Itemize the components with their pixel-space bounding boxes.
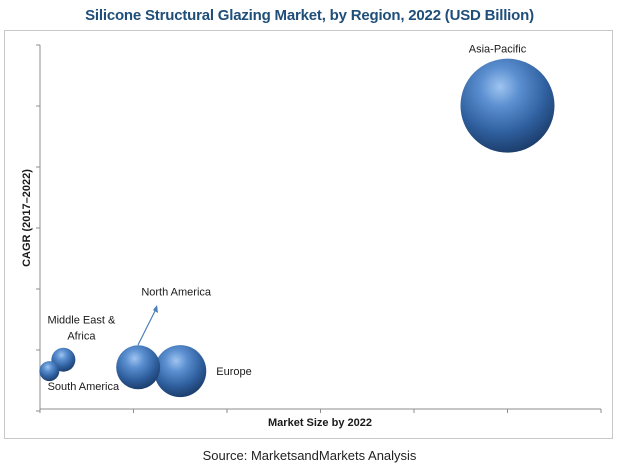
chart-frame bbox=[4, 30, 613, 439]
chart-title: Silicone Structural Glazing Market, by R… bbox=[85, 7, 534, 24]
bubble-north-america bbox=[116, 345, 161, 390]
bubble-label-middle-east-africa: Middle East & bbox=[47, 315, 116, 327]
bubble-label-asia-pacific: Asia-Pacific bbox=[469, 44, 527, 56]
source-note: Source: MarketsandMarkets Analysis bbox=[202, 448, 417, 463]
north-america-arrowhead bbox=[153, 305, 158, 313]
bubble-south-america bbox=[39, 361, 60, 382]
bubble-europe bbox=[154, 345, 207, 398]
y-axis-title: CAGR (2017–2022) bbox=[21, 169, 33, 267]
axes bbox=[36, 44, 602, 413]
bubble-label-north-america: North America bbox=[141, 286, 212, 298]
bubble-label-europe: Europe bbox=[216, 366, 251, 378]
bubble-asia-pacific bbox=[460, 58, 555, 153]
north-america-arrow bbox=[137, 306, 158, 346]
bubble-label-middle-east-africa: Africa bbox=[67, 331, 96, 343]
x-axis-title: Market Size by 2022 bbox=[268, 417, 372, 429]
bubble-label-south-america: South America bbox=[48, 381, 120, 393]
